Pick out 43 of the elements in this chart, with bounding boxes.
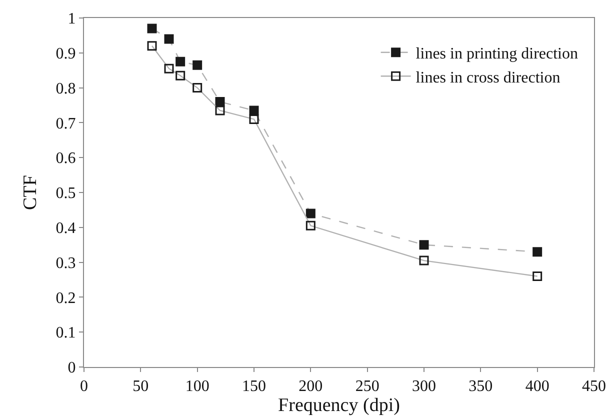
x-tick-label: 150 — [242, 378, 266, 396]
y-tick-label: 0.7 — [56, 115, 76, 132]
x-tick-label: 300 — [412, 378, 436, 396]
y-tick-label: 0.4 — [56, 220, 76, 237]
legend-label: lines in cross direction — [416, 69, 560, 86]
point — [215, 97, 225, 107]
x-tick-label: 350 — [468, 378, 493, 396]
point — [532, 272, 542, 282]
point — [419, 256, 429, 266]
x-tick-label: 400 — [525, 378, 550, 396]
x-tick-label: 0 — [80, 378, 88, 396]
legend-label: lines in printing direction — [416, 46, 578, 63]
y-tick-label: 0 — [68, 360, 76, 377]
y-tick-label: 1 — [68, 10, 76, 28]
point — [164, 64, 174, 74]
x-tick-label: 100 — [185, 378, 210, 396]
point — [192, 83, 202, 93]
point — [306, 208, 316, 218]
point — [164, 34, 174, 44]
point — [249, 114, 259, 124]
y-tick-label: 0.9 — [56, 46, 76, 62]
point — [215, 106, 225, 116]
y-tick-label: 0.3 — [56, 254, 76, 272]
x-tick-label: 50 — [132, 378, 149, 396]
point — [176, 56, 186, 66]
y-tick-label: 0.1 — [56, 324, 76, 342]
x-axis-title: Frequency (dpi) — [278, 395, 400, 416]
point — [147, 41, 157, 51]
point — [176, 70, 186, 80]
x-tick-label: 450 — [582, 378, 606, 396]
x-tick-label: 200 — [298, 378, 323, 396]
y-tick-label: 0.5 — [56, 185, 76, 202]
point — [192, 60, 202, 70]
y-tick-label: 0.6 — [56, 150, 76, 168]
y-tick-label: 0.2 — [56, 290, 76, 307]
point — [249, 106, 259, 116]
point — [532, 247, 542, 257]
x-tick-label: 250 — [355, 378, 380, 396]
y-tick-label: 0.8 — [56, 80, 76, 98]
point — [419, 240, 429, 250]
point — [147, 24, 157, 34]
point — [306, 220, 316, 230]
y-axis-title: CTF — [20, 175, 41, 210]
